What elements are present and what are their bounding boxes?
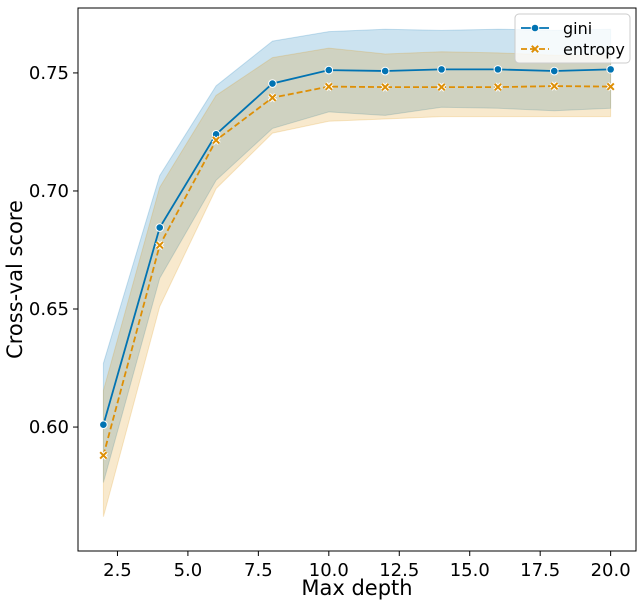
entropy-confidence-band bbox=[102, 47, 612, 517]
entropy-point bbox=[493, 82, 503, 92]
entropy-point bbox=[606, 82, 616, 92]
entropy-point bbox=[267, 93, 278, 103]
plot-area-frame bbox=[77, 7, 637, 552]
series-lines bbox=[102, 68, 611, 456]
y-axis-ticks: 0.60 0.65 0.70 0.75 bbox=[29, 63, 78, 438]
entropy-legend-marker bbox=[531, 45, 539, 53]
x-axis-label: Max depth bbox=[301, 576, 412, 600]
y-tick-label: 0.75 bbox=[29, 63, 69, 84]
entropy-point bbox=[324, 82, 334, 92]
gini-point bbox=[549, 66, 559, 76]
x-axis-ticks: 2.5 5.0 7.5 10.0 12.5 15.0 17.5 20.0 bbox=[103, 551, 631, 581]
gini-confidence-band bbox=[102, 28, 612, 483]
x-tick-label: 17.5 bbox=[520, 560, 560, 581]
y-axis-label: Cross-val score bbox=[3, 200, 27, 359]
x-tick-label: 10.0 bbox=[309, 560, 349, 581]
x-tick-label: 7.5 bbox=[244, 560, 273, 581]
gini-legend-marker bbox=[530, 23, 540, 33]
gini-point bbox=[380, 66, 390, 76]
legend-label-gini: gini bbox=[563, 19, 592, 38]
x-tick-label: 20.0 bbox=[591, 560, 631, 581]
gini-point bbox=[155, 223, 165, 232]
legend-box bbox=[514, 13, 631, 64]
gini-point bbox=[437, 65, 446, 74]
gini-line bbox=[102, 68, 611, 425]
entropy-point bbox=[155, 240, 165, 250]
x-tick-label: 5.0 bbox=[174, 560, 203, 581]
y-tick-label: 0.70 bbox=[29, 181, 69, 202]
gini-point bbox=[268, 79, 277, 88]
entropy-point bbox=[98, 450, 108, 460]
legend-item-entropy: entropy bbox=[521, 40, 625, 59]
gini-point bbox=[324, 65, 334, 75]
gini-point bbox=[99, 420, 108, 429]
x-tick-label: 12.5 bbox=[379, 560, 419, 581]
entropy-point bbox=[380, 82, 390, 92]
legend: gini entropy bbox=[514, 13, 631, 64]
entropy-point bbox=[549, 81, 559, 91]
gini-point bbox=[493, 65, 503, 74]
entropy-point bbox=[211, 135, 221, 145]
y-tick-label: 0.60 bbox=[29, 417, 69, 438]
x-tick-label: 15.0 bbox=[450, 560, 490, 581]
confidence-bands bbox=[102, 28, 612, 517]
entropy-point bbox=[436, 82, 447, 92]
x-tick-label: 2.5 bbox=[103, 560, 132, 581]
legend-label-entropy: entropy bbox=[563, 40, 625, 59]
series-markers bbox=[98, 65, 616, 460]
legend-item-gini: gini bbox=[521, 19, 592, 38]
gini-point bbox=[606, 65, 615, 74]
y-tick-label: 0.65 bbox=[29, 299, 69, 320]
entropy-line bbox=[102, 85, 611, 456]
